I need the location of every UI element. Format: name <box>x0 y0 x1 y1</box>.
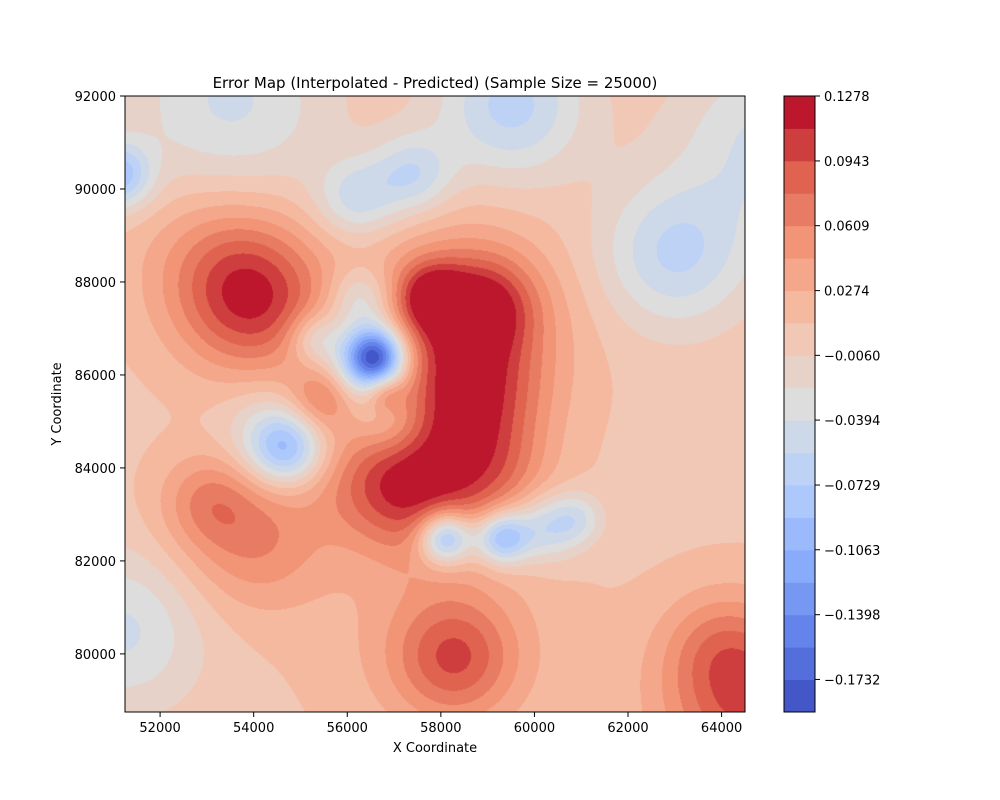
colorbar-bands <box>784 96 815 713</box>
colorbar-band <box>784 96 815 129</box>
plot-area <box>124 95 746 713</box>
colorbar-band <box>784 582 815 616</box>
colorbar-tick-label: −0.1732 <box>824 673 880 688</box>
colorbar-band <box>784 614 815 648</box>
colorbar-tick-label: −0.1398 <box>824 609 880 624</box>
x-tick-label: 54000 <box>233 721 274 736</box>
y-tick-label: 84000 <box>75 462 116 477</box>
y-tick-label: 90000 <box>75 183 116 198</box>
colorbar-band <box>784 647 815 681</box>
y-tick-label: 80000 <box>75 648 116 663</box>
colorbar-tick-label: −0.0729 <box>824 479 880 494</box>
x-tick-label: 62000 <box>607 721 648 736</box>
colorbar: 0.1278 0.0943 0.0609 0.0274 −0.0060 −0.0394 −0… <box>783 90 880 713</box>
colorbar-band <box>784 485 815 518</box>
y-tick-label: 92000 <box>75 90 116 105</box>
error-heatmap <box>125 96 745 712</box>
colorbar-band <box>784 517 815 551</box>
colorbar-band <box>784 355 815 389</box>
colorbar-band <box>784 420 815 454</box>
colorbar-frame <box>783 95 816 713</box>
colorbar-band <box>784 452 815 486</box>
plot-frame <box>124 95 746 713</box>
x-tick-label: 52000 <box>139 721 180 736</box>
y-axis: 80000 82000 84000 86000 88000 90000 92000 <box>75 90 125 663</box>
y-tick-label: 88000 <box>75 276 116 291</box>
y-axis-label: Y Coordinate <box>50 362 65 446</box>
colorbar-band <box>784 160 815 194</box>
y-tick-label: 82000 <box>75 555 116 570</box>
colorbar-band <box>784 225 815 259</box>
x-axis: 52000 54000 56000 58000 60000 62000 64000 <box>139 712 742 736</box>
x-tick-label: 60000 <box>514 721 555 736</box>
colorbar-tick-label: 0.0609 <box>824 220 870 235</box>
colorbar-tick-label: −0.0394 <box>824 414 880 429</box>
colorbar-tick-label: −0.1063 <box>824 544 880 559</box>
x-tick-label: 64000 <box>701 721 742 736</box>
colorbar-tick-label: 0.1278 <box>824 90 870 105</box>
colorbar-band <box>784 322 815 356</box>
colorbar-band <box>784 128 815 162</box>
y-tick-label: 86000 <box>75 369 116 384</box>
colorbar-band <box>784 193 815 227</box>
chart-title: Error Map (Interpolated - Predicted) (Sa… <box>213 74 658 92</box>
colorbar-tick-label: 0.0943 <box>824 155 870 170</box>
x-axis-label: X Coordinate <box>393 741 477 756</box>
colorbar-band <box>784 258 815 292</box>
colorbar-tick-label: −0.0060 <box>824 349 880 364</box>
colorbar-band <box>784 679 815 713</box>
colorbar-tick-label: 0.0274 <box>824 285 870 300</box>
x-tick-label: 56000 <box>327 721 368 736</box>
colorbar-ticks: 0.1278 0.0943 0.0609 0.0274 −0.0060 −0.0394 −0… <box>815 90 880 688</box>
colorbar-band <box>784 290 815 324</box>
x-tick-label: 58000 <box>420 721 461 736</box>
colorbar-band <box>784 387 815 421</box>
colorbar-band <box>784 549 815 583</box>
